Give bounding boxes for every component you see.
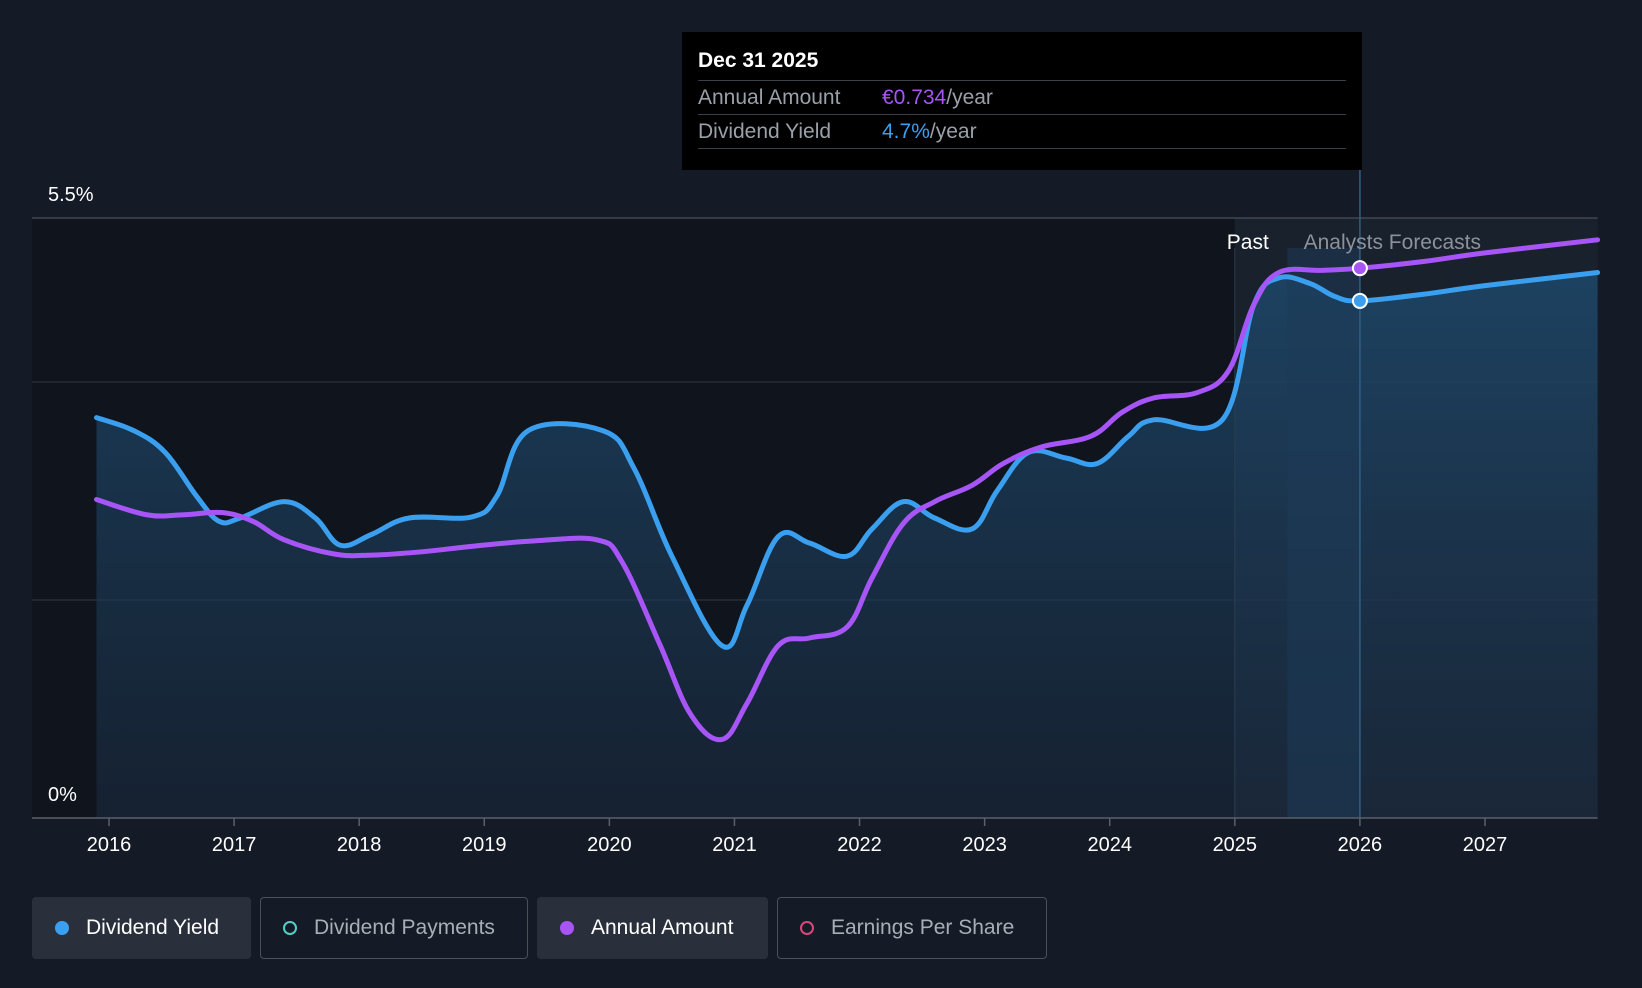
y-tick-label-min: 0% [48, 784, 77, 806]
tooltip-value: 4.7% [882, 120, 930, 143]
marker-dividend-yield [1351, 292, 1368, 309]
series-lines [93, 237, 1601, 743]
x-tick-label: 2023 [962, 834, 1007, 856]
legend-annual-amount[interactable]: Annual Amount [537, 897, 768, 959]
legend-ring-icon [800, 921, 814, 935]
tooltip: Dec 31 2025 Annual Amount €0.734 /year D… [682, 32, 1362, 170]
x-tick-label: 2022 [837, 834, 882, 856]
legend-label: Earnings Per Share [831, 916, 1015, 939]
x-tick-label: 2021 [712, 834, 757, 856]
legend-label: Dividend Yield [86, 916, 220, 939]
past-label: Past [1227, 231, 1269, 254]
marker-annual-amount [1351, 260, 1368, 277]
tooltip-unit: /year [929, 120, 977, 143]
legend-dividend-yield[interactable]: Dividend Yield [32, 897, 251, 959]
legend-dot-icon [560, 921, 574, 935]
x-tick-label: 2024 [1087, 834, 1132, 856]
tooltip-unit: /year [946, 86, 993, 109]
tooltip-label: Annual Amount [698, 86, 841, 109]
legend-dot-icon [55, 921, 69, 935]
x-tick-label: 2019 [462, 834, 507, 856]
forecast-highlight-band [1287, 248, 1360, 818]
x-tick-label: 2025 [1213, 834, 1258, 856]
x-tick-label: 2020 [587, 834, 632, 856]
legend: Dividend Yield Dividend Payments Annual … [32, 897, 1047, 961]
legend-label: Dividend Payments [314, 916, 495, 939]
x-tick-label: 2026 [1338, 834, 1383, 856]
tooltip-row-annual-amount: Annual Amount €0.734 /year [698, 81, 1346, 115]
highlight-markers [1351, 260, 1368, 309]
legend-dividend-payments[interactable]: Dividend Payments [260, 897, 528, 959]
tooltip-row-dividend-yield: Dividend Yield 4.7% /year [698, 115, 1346, 149]
x-tick-label: 2017 [212, 834, 257, 856]
y-tick-label-max: 5.5% [48, 184, 94, 206]
x-tick-label: 2018 [337, 834, 382, 856]
tooltip-date: Dec 31 2025 [698, 46, 1346, 81]
legend-earnings-per-share[interactable]: Earnings Per Share [777, 897, 1047, 959]
legend-ring-icon [283, 921, 297, 935]
x-tick-label: 2027 [1463, 834, 1508, 856]
x-tick-label: 2016 [87, 834, 132, 856]
tooltip-label: Dividend Yield [698, 120, 832, 143]
dividend-yield-area [96, 272, 1598, 819]
analysts-forecasts-label: Analysts Forecasts [1304, 231, 1481, 254]
legend-label: Annual Amount [591, 916, 734, 939]
series-line-annual-amount [93, 237, 1601, 743]
axes: 2016 2017 2018 2019 2020 2021 2022 2023 2024 2025… [32, 184, 1598, 856]
tooltip-value: €0.734 [882, 86, 947, 109]
